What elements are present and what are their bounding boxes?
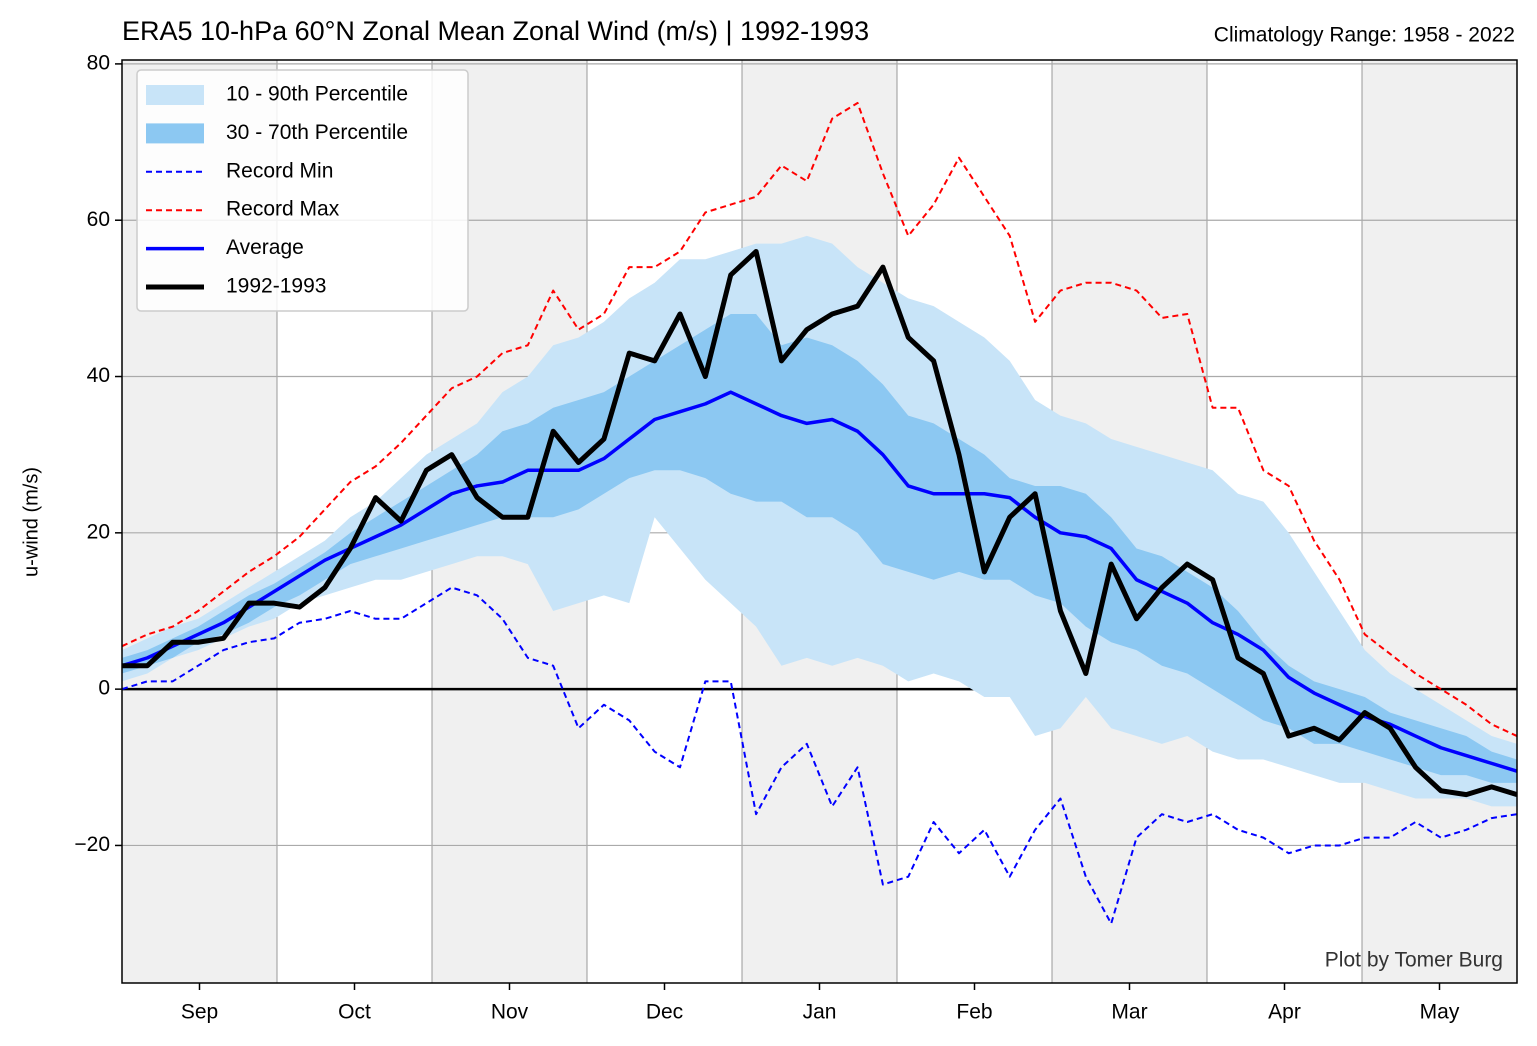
x-tick-label: Mar — [1111, 1001, 1147, 1024]
y-tick-label: 20 — [87, 520, 110, 543]
chart-title: ERA5 10-hPa 60°N Zonal Mean Zonal Wind (… — [122, 16, 869, 46]
legend-label: 30 - 70th Percentile — [226, 121, 408, 144]
legend-label: Average — [226, 236, 304, 259]
legend-label: Record Max — [226, 198, 340, 221]
x-tick-label: May — [1420, 1001, 1460, 1024]
x-tick-label: Oct — [338, 1001, 371, 1024]
annotation: Plot by Tomer Burg — [1325, 949, 1503, 972]
series-line — [122, 248, 1517, 798]
plot-marks — [122, 101, 1517, 925]
y-tick-label: −20 — [74, 833, 110, 856]
series-line — [122, 101, 1517, 737]
legend-label: Record Min — [226, 159, 333, 182]
legend-swatch — [146, 85, 204, 105]
y-tick-label: 80 — [87, 51, 110, 74]
y-tick-label: 40 — [87, 364, 110, 387]
legend-box — [136, 69, 469, 312]
y-tick-label: 60 — [87, 208, 110, 231]
x-tick-label: Jan — [803, 1001, 837, 1024]
y-axis-label: u-wind (m/s) — [20, 467, 42, 577]
series-line — [122, 586, 1517, 925]
x-tick-label: Dec — [646, 1001, 683, 1024]
x-tick-label: Apr — [1268, 1001, 1301, 1024]
legend-swatch — [146, 123, 204, 144]
x-tick-label: Sep — [181, 1001, 218, 1024]
y-tick-label: 0 — [98, 677, 110, 700]
percentile-band — [122, 314, 1517, 783]
chart-subtitle: Climatology Range: 1958 - 2022 — [1214, 24, 1515, 47]
series-line — [122, 390, 1517, 773]
legend: 10 - 90th Percentile 30 - 70th Percentile… — [136, 69, 469, 312]
month-shade — [1362, 60, 1517, 983]
legend-label: 10 - 90th Percentile — [226, 83, 408, 106]
x-tick-label: Nov — [491, 1001, 529, 1024]
legend-label: 1992-1993 — [226, 275, 326, 298]
x-tick-label: Feb — [956, 1001, 992, 1024]
